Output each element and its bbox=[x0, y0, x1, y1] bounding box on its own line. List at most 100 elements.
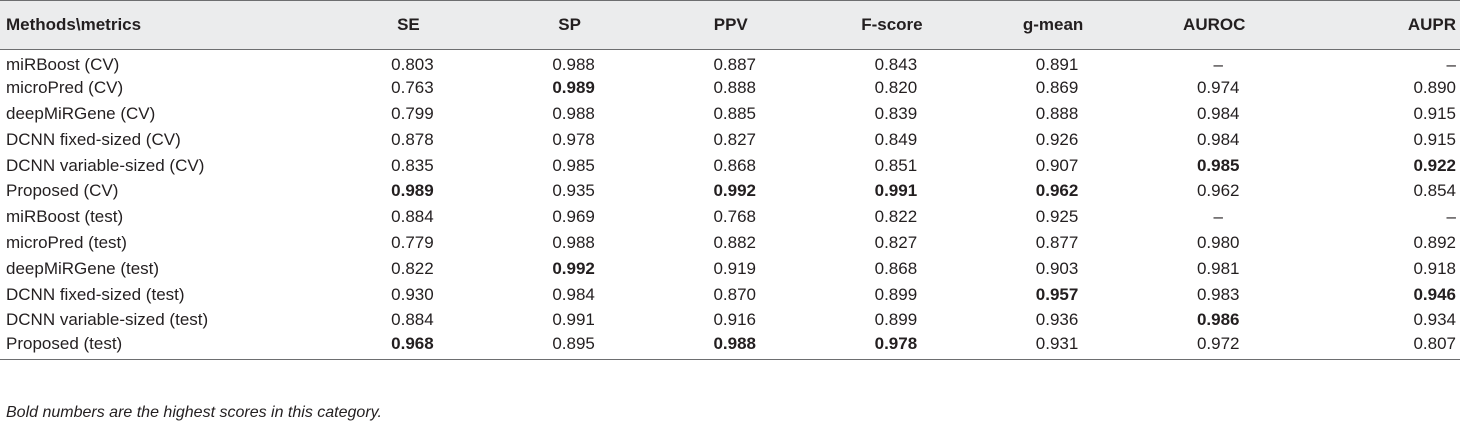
cell-g-mean: 0.869 bbox=[1035, 78, 1079, 98]
cell-f-score: 0.868 bbox=[874, 258, 918, 278]
cell-ppv: 0.870 bbox=[713, 284, 757, 304]
cell-method: Proposed (CV) bbox=[6, 181, 119, 201]
cell-f-score: 0.978 bbox=[815, 333, 977, 360]
cell-ppv: 0.919 bbox=[713, 258, 757, 278]
cell-aupr: 0.915 bbox=[1413, 129, 1456, 149]
header-g-mean: g-mean bbox=[976, 0, 1138, 50]
cell-method: deepMiRGene (test) bbox=[6, 258, 160, 278]
table-row: Proposed (CV) 0.989 0.935 0.992 0.991 0.962 0.… bbox=[0, 178, 1460, 204]
table-row: DCNN variable-sized (CV) 0.835 0.985 0.868 0… bbox=[0, 153, 1460, 179]
cell-ppv: 0.768 bbox=[713, 207, 757, 227]
cell-se: 0.878 bbox=[391, 129, 434, 149]
cell-g-mean: 0.926 bbox=[1035, 129, 1079, 149]
cell-auroc: 0.984 bbox=[1196, 103, 1240, 123]
cell-f-score: 0.843 bbox=[874, 54, 918, 74]
cell-ppv: 0.988 bbox=[654, 333, 816, 360]
header-sp: SP bbox=[493, 0, 655, 50]
cell-sp: 0.988 bbox=[552, 232, 595, 252]
header-auroc: AUROC bbox=[1137, 0, 1299, 50]
cell-aupr: 0.934 bbox=[1413, 310, 1456, 330]
cell-se: 0.930 bbox=[391, 284, 434, 304]
table-row: deepMiRGene (CV) 0.799 0.988 0.885 0.839 0.88… bbox=[0, 101, 1460, 127]
cell-g-mean: 0.907 bbox=[1035, 155, 1079, 175]
cell-sp: 0.895 bbox=[493, 333, 655, 360]
cell-se: 0.822 bbox=[391, 258, 434, 278]
cell-g-mean: 0.891 bbox=[1035, 54, 1079, 74]
cell-se: 0.763 bbox=[391, 78, 434, 98]
table-row: miRBoost (CV) 0.803 0.988 0.887 0.843 0.891 – – bbox=[0, 50, 1460, 76]
header-methods: Methods\metrics bbox=[0, 0, 332, 50]
cell-g-mean: 0.888 bbox=[1035, 103, 1079, 123]
cell-f-score: 0.827 bbox=[874, 232, 918, 252]
table-header: Methods\metrics SE SP PPV F-score g-mean… bbox=[0, 0, 1460, 50]
cell-auroc: – bbox=[1213, 207, 1223, 227]
cell-method: microPred (test) bbox=[6, 232, 127, 252]
metrics-table: Methods\metrics SE SP PPV F-score g-mean… bbox=[0, 0, 1460, 360]
cell-method: miRBoost (test) bbox=[6, 207, 124, 227]
cell-g-mean: 0.931 bbox=[976, 333, 1138, 360]
cell-method: microPred (CV) bbox=[6, 78, 124, 98]
cell-f-score: 0.849 bbox=[874, 129, 918, 149]
cell-g-mean: 0.925 bbox=[1035, 207, 1079, 227]
cell-sp: 0.985 bbox=[552, 155, 595, 175]
cell-method: DCNN variable-sized (CV) bbox=[6, 155, 205, 175]
cell-method: DCNN variable-sized (test) bbox=[6, 310, 209, 330]
cell-ppv: 0.868 bbox=[713, 155, 757, 175]
cell-ppv: 0.888 bbox=[713, 78, 757, 98]
cell-aupr: 0.854 bbox=[1413, 181, 1456, 201]
cell-se: 0.799 bbox=[391, 103, 434, 123]
table-row: microPred (CV) 0.763 0.989 0.888 0.820 0.869 0… bbox=[0, 75, 1460, 101]
cell-g-mean: 0.877 bbox=[1035, 232, 1079, 252]
cell-auroc: 0.986 bbox=[1196, 310, 1240, 330]
cell-ppv: 0.887 bbox=[713, 54, 757, 74]
cell-aupr: 0.807 bbox=[1298, 333, 1460, 360]
cell-f-score: 0.851 bbox=[874, 155, 918, 175]
cell-ppv: 0.882 bbox=[713, 232, 757, 252]
cell-auroc: 0.981 bbox=[1196, 258, 1240, 278]
cell-sp: 0.989 bbox=[552, 78, 595, 98]
header-row: Methods\metrics SE SP PPV F-score g-mean… bbox=[0, 0, 1460, 50]
cell-auroc: – bbox=[1213, 54, 1223, 74]
cell-f-score: 0.899 bbox=[874, 284, 918, 304]
cell-aupr: 0.922 bbox=[1413, 155, 1456, 175]
cell-f-score: 0.839 bbox=[874, 103, 918, 123]
table-row: DCNN fixed-sized (test) 0.930 0.984 0.870 0.… bbox=[0, 282, 1460, 308]
cell-aupr: 0.892 bbox=[1413, 232, 1456, 252]
cell-sp: 0.988 bbox=[552, 103, 595, 123]
cell-sp: 0.991 bbox=[552, 310, 595, 330]
header-f-score: F-score bbox=[815, 0, 977, 50]
table-row: DCNN variable-sized (test) 0.884 0.991 0.91… bbox=[0, 307, 1460, 333]
cell-f-score: 0.991 bbox=[874, 181, 918, 201]
cell-ppv: 0.992 bbox=[713, 181, 757, 201]
cell-method: DCNN fixed-sized (test) bbox=[6, 284, 185, 304]
cell-sp: 0.992 bbox=[552, 258, 595, 278]
cell-f-score: 0.820 bbox=[874, 78, 918, 98]
cell-ppv: 0.827 bbox=[713, 129, 757, 149]
cell-se: 0.884 bbox=[391, 310, 434, 330]
cell-ppv: 0.916 bbox=[713, 310, 757, 330]
header-aupr: AUPR bbox=[1298, 0, 1460, 50]
table-body: miRBoost (CV) 0.803 0.988 0.887 0.843 0.891 – –… bbox=[0, 50, 1460, 360]
table-row: Proposed (test) 0.968 0.895 0.988 0.978 0.931… bbox=[0, 333, 1460, 360]
cell-sp: 0.978 bbox=[552, 129, 595, 149]
cell-g-mean: 0.936 bbox=[1035, 310, 1079, 330]
cell-aupr: 0.890 bbox=[1413, 78, 1456, 98]
cell-aupr: – bbox=[1446, 54, 1456, 74]
cell-method: miRBoost (CV) bbox=[6, 54, 120, 74]
cell-auroc: 0.972 bbox=[1137, 333, 1299, 360]
cell-g-mean: 0.962 bbox=[1035, 181, 1079, 201]
cell-aupr: 0.915 bbox=[1413, 103, 1456, 123]
cell-sp: 0.969 bbox=[552, 207, 595, 227]
table-row: miRBoost (test) 0.884 0.969 0.768 0.822 0.925… bbox=[0, 204, 1460, 230]
cell-sp: 0.984 bbox=[552, 284, 595, 304]
cell-auroc: 0.980 bbox=[1196, 232, 1240, 252]
cell-auroc: 0.985 bbox=[1196, 155, 1240, 175]
table-row: deepMiRGene (test) 0.822 0.992 0.919 0.868 0.… bbox=[0, 256, 1460, 282]
cell-g-mean: 0.957 bbox=[1035, 284, 1079, 304]
cell-ppv: 0.885 bbox=[713, 103, 757, 123]
cell-aupr: – bbox=[1446, 207, 1456, 227]
cell-se: 0.968 bbox=[331, 333, 494, 360]
cell-se: 0.835 bbox=[391, 155, 434, 175]
cell-auroc: 0.974 bbox=[1196, 78, 1240, 98]
